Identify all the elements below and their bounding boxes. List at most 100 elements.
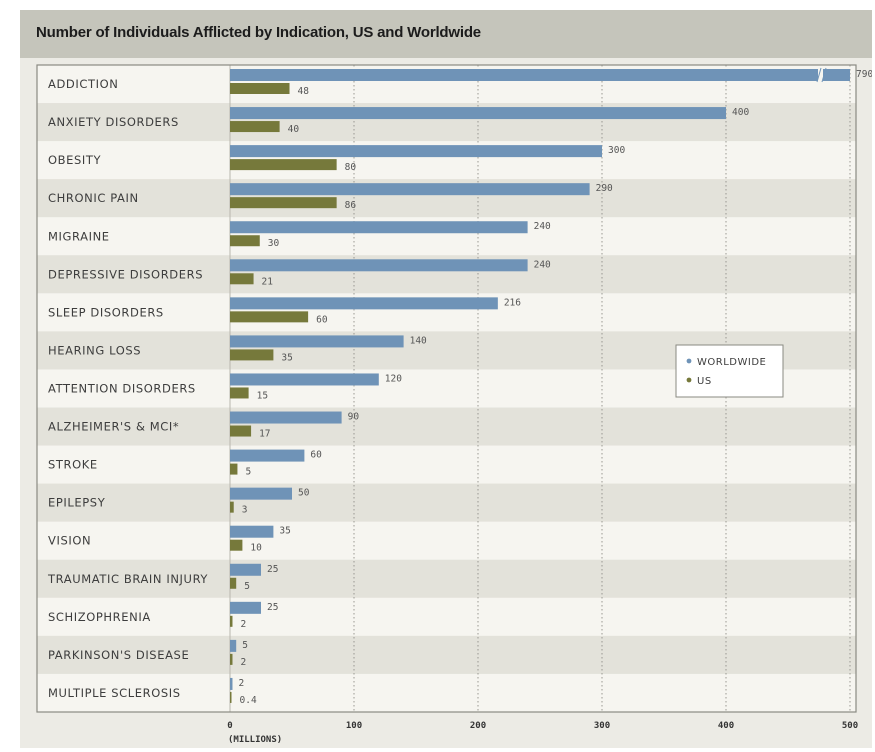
category-label: CHRONIC PAIN: [48, 191, 139, 205]
category-label: PARKINSON'S DISEASE: [48, 648, 189, 662]
bar-worldwide: [230, 639, 237, 652]
bar-us: [230, 273, 254, 285]
bar-break-mark: [821, 67, 827, 83]
bar-worldwide: [230, 69, 850, 81]
bar-worldwide: [230, 145, 602, 158]
x-tick-label: 500: [842, 721, 858, 731]
x-axis-title: (MILLIONS): [228, 735, 282, 745]
value-label-us: 2: [240, 657, 246, 668]
value-label-us: 86: [345, 200, 357, 211]
value-label-us: 30: [268, 238, 280, 249]
category-label: MULTIPLE SCLEROSIS: [48, 686, 181, 700]
bar-us: [230, 159, 337, 171]
value-label-worldwide: 90: [348, 412, 360, 423]
value-label-us: 3: [242, 505, 248, 516]
category-label: HEARING LOSS: [48, 343, 141, 357]
category-label: OBESITY: [48, 153, 102, 167]
value-label-worldwide: 50: [298, 488, 310, 499]
category-label: ANXIETY DISORDERS: [48, 115, 179, 129]
bar-us: [230, 691, 232, 703]
category-label: ADDICTION: [48, 77, 118, 91]
x-tick-label: 300: [594, 721, 610, 731]
value-label-worldwide: 25: [267, 602, 278, 613]
value-label-worldwide: 300: [608, 145, 625, 156]
x-tick-label: 400: [718, 721, 734, 731]
value-label-worldwide: 60: [310, 450, 322, 461]
value-label-worldwide: 216: [504, 297, 521, 308]
category-label: MIGRAINE: [48, 229, 110, 243]
value-label-worldwide: 35: [279, 526, 290, 537]
chart-title-bar: Number of Individuals Afflicted by Indic…: [20, 10, 872, 58]
value-label-worldwide: 290: [596, 183, 613, 194]
legend: WORLDWIDE US: [675, 344, 784, 398]
bar-us: [230, 235, 260, 247]
value-label-us: 80: [345, 162, 357, 173]
value-label-us: 5: [245, 467, 251, 478]
value-label-worldwide: 2: [238, 678, 244, 689]
row-band: [37, 673, 856, 712]
bar-worldwide: [230, 449, 305, 462]
row-band: [37, 559, 856, 598]
value-label-worldwide: 5: [242, 640, 248, 651]
value-label-us: 2: [240, 619, 246, 630]
legend-swatch: [686, 377, 692, 383]
value-label-us: 21: [262, 276, 274, 287]
bar-worldwide: [230, 563, 261, 576]
bar-worldwide: [230, 525, 274, 538]
value-label-worldwide: 240: [534, 221, 551, 232]
bar-us: [230, 197, 337, 209]
value-label-worldwide: 140: [410, 335, 427, 346]
row-band: [37, 445, 856, 484]
legend-box: [675, 344, 784, 398]
value-label-us: 15: [257, 390, 268, 401]
category-label: EPILEPSY: [48, 496, 106, 510]
bar-us: [230, 539, 243, 551]
category-label: STROKE: [48, 458, 98, 472]
bar-us: [230, 83, 290, 94]
plot-border: [36, 64, 857, 713]
bar-worldwide: [230, 677, 233, 690]
value-label-worldwide: 400: [732, 107, 749, 118]
category-label: DEPRESSIVE DISORDERS: [48, 267, 203, 281]
value-label-us: 35: [281, 352, 292, 363]
bar-us: [230, 501, 234, 513]
value-label-worldwide: 240: [534, 259, 551, 270]
chart-title: Number of Individuals Afflicted by Indic…: [36, 24, 481, 41]
category-label: SCHIZOPHRENIA: [48, 610, 151, 624]
value-label-worldwide: 120: [385, 373, 402, 384]
row-band: [37, 597, 856, 636]
bar-chart: ADDICTION ANXIETY DISORDERS OBESITY CHRONIC…: [36, 64, 872, 745]
bar-worldwide: [230, 373, 379, 386]
category-label: ALZHEIMER'S & MCI*: [48, 420, 179, 434]
bar-worldwide: [230, 183, 590, 196]
value-label-worldwide: 25: [267, 564, 278, 575]
category-label: ATTENTION DISORDERS: [48, 382, 196, 396]
value-label-us: 0.4: [240, 695, 257, 706]
bar-us: [230, 121, 280, 133]
bar-break-mark: [816, 67, 822, 83]
bar-worldwide: [230, 411, 342, 424]
bar-break-mark: [818, 68, 823, 82]
row-band: [37, 635, 856, 674]
row-band: [37, 483, 856, 522]
x-tick-label: 100: [346, 721, 362, 731]
x-tick-label: 0: [227, 721, 232, 731]
category-label: TRAUMATIC BRAIN INJURY: [47, 572, 208, 586]
category-label: VISION: [48, 534, 91, 548]
bar-worldwide: [230, 107, 726, 120]
legend-swatch: [686, 358, 692, 364]
value-label-us: 10: [250, 543, 262, 554]
x-tick-label: 200: [470, 721, 486, 731]
bar-worldwide: [230, 297, 498, 310]
row-band: [37, 521, 856, 560]
bar-worldwide: [230, 601, 261, 614]
bar-us: [230, 311, 309, 323]
bar-worldwide: [230, 335, 404, 348]
legend-label: US: [697, 376, 712, 387]
row-band: [37, 407, 856, 446]
value-label-worldwide: 790: [856, 69, 872, 80]
value-label-us: 17: [259, 429, 270, 440]
value-label-us: 48: [298, 86, 310, 97]
bar-worldwide: [230, 487, 292, 500]
value-label-us: 40: [288, 124, 300, 135]
